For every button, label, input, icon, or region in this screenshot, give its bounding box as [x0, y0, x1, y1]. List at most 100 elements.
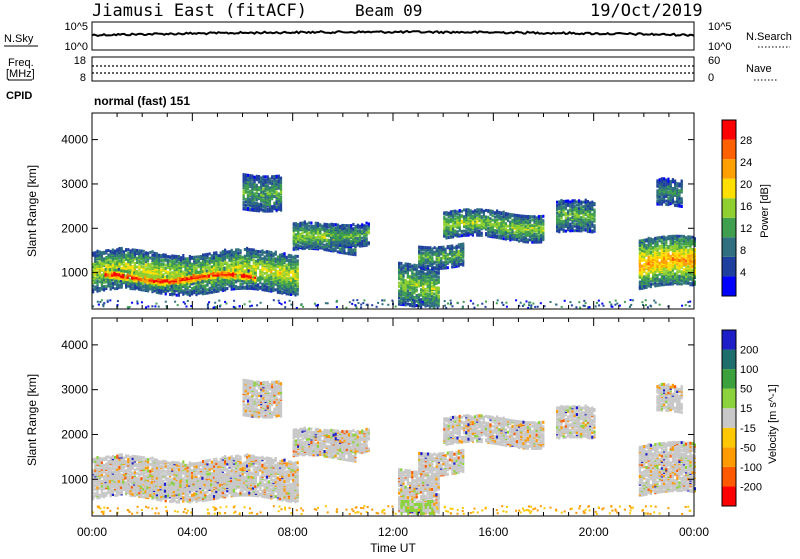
power-cell [333, 241, 335, 244]
power-cell [283, 252, 285, 255]
power-cell [407, 289, 409, 292]
power-cell [123, 250, 125, 253]
power-cell [496, 229, 498, 232]
power-cell [219, 268, 221, 271]
power-cell [420, 251, 422, 254]
power-cell [476, 224, 478, 227]
power-cell [431, 281, 433, 284]
power-cell [456, 245, 458, 248]
power-cell [138, 281, 140, 284]
power-cell [118, 259, 120, 262]
power-cell [241, 269, 243, 272]
power-cell [448, 236, 450, 239]
power-cell [283, 273, 285, 276]
power-cell [237, 260, 239, 263]
power-cell [209, 257, 211, 260]
power-cell [187, 257, 189, 260]
power-cell [160, 263, 162, 266]
power-cell [99, 262, 101, 265]
power-cell [114, 287, 116, 290]
power-cell [151, 274, 153, 277]
power-cell [463, 233, 465, 236]
power-cell [149, 251, 151, 254]
power-cell [494, 211, 496, 214]
power-cell [427, 279, 429, 282]
power-cell [450, 225, 452, 228]
power-cell [235, 285, 237, 288]
power-cell [452, 213, 454, 216]
power-cell [228, 269, 230, 272]
power-cell [178, 255, 180, 258]
power-cell [363, 224, 365, 227]
power-cell [425, 246, 427, 249]
power-cell [233, 262, 235, 265]
power-cell [447, 245, 449, 248]
power-cell [295, 233, 297, 236]
power-cell [226, 262, 228, 265]
power-cell [233, 251, 235, 254]
power-cell [398, 282, 400, 285]
power-cell [217, 278, 219, 281]
power-cell [243, 206, 245, 209]
power-cell [206, 288, 208, 291]
power-cell [254, 192, 256, 195]
power-cell [485, 216, 487, 219]
power-cell [232, 269, 234, 272]
power-cell [140, 286, 142, 289]
power-cell [166, 275, 168, 278]
power-cell [295, 222, 297, 225]
power-cell [400, 262, 402, 265]
power-cell [286, 277, 288, 280]
power-cell [368, 230, 370, 233]
power-cell [294, 260, 296, 263]
power-cell [272, 252, 274, 255]
nsearch-label: N.Search [746, 31, 792, 43]
power-cell [165, 288, 167, 291]
power-cell [153, 280, 155, 283]
power-cell [302, 235, 304, 238]
power-cell [361, 240, 363, 243]
power-cell [113, 272, 115, 275]
power-cell [99, 280, 101, 283]
power-cell [118, 247, 120, 250]
power-cell [487, 216, 489, 219]
power-cell [179, 274, 181, 277]
power-cell [244, 255, 246, 258]
power-cell [177, 280, 179, 283]
power-cell [292, 272, 294, 275]
power-cell [217, 286, 219, 289]
freq-label-2: [MHz] [6, 68, 35, 80]
power-cell [492, 214, 494, 217]
power-cell [302, 227, 304, 230]
power-cell [344, 238, 346, 241]
power-cell [290, 259, 292, 262]
power-cell [143, 289, 145, 292]
power-cell [206, 270, 208, 273]
nave-label: Nave [746, 63, 772, 75]
power-cell [94, 251, 96, 254]
power-cell [293, 247, 295, 250]
power-cell [420, 294, 422, 297]
power-cell [261, 257, 263, 260]
power-cell [423, 252, 425, 255]
power-cell [359, 229, 361, 232]
power-cell [485, 232, 487, 235]
power-cell [317, 239, 319, 242]
power-cell [483, 210, 485, 213]
power-cell [237, 252, 239, 255]
power-cell [297, 259, 299, 262]
power-cell [165, 264, 167, 267]
power-cell [191, 256, 193, 259]
power-cell [279, 271, 281, 274]
power-cell [157, 278, 159, 281]
power-cell [200, 255, 202, 258]
power-cell [217, 254, 219, 257]
power-cell [431, 247, 433, 250]
power-cell [259, 269, 261, 272]
power-cell [407, 263, 409, 266]
power-cell [239, 276, 241, 279]
power-cell [478, 208, 480, 211]
power-cell [443, 216, 445, 219]
power-cell [195, 256, 197, 259]
